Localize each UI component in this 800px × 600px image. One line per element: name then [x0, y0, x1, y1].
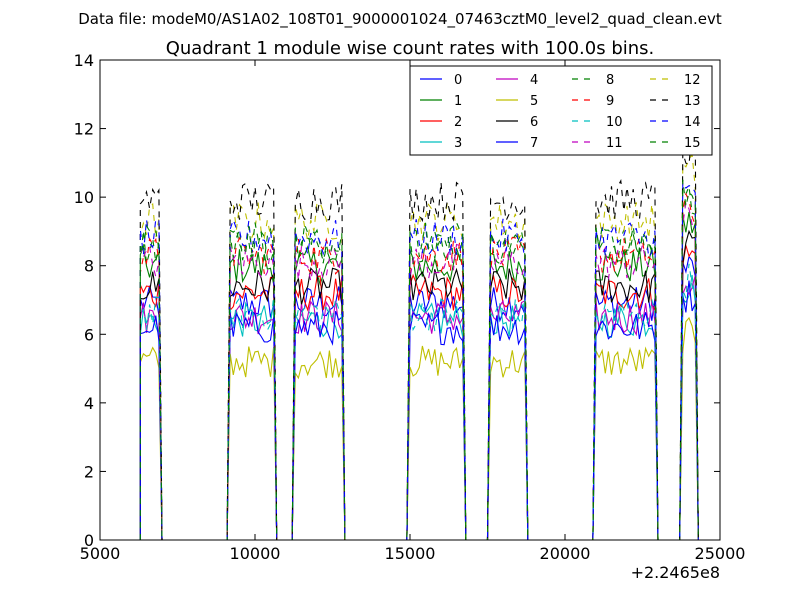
y-tick-label: 6 [84, 325, 94, 344]
series-line-7 [139, 280, 699, 541]
y-tick-label: 12 [74, 120, 94, 139]
series-line-9 [139, 192, 699, 541]
legend-label-5: 5 [530, 94, 538, 109]
legend-box [409, 65, 713, 156]
chart-title: Quadrant 1 module wise count rates with … [166, 38, 655, 59]
series-line-6 [139, 229, 699, 541]
series-line-15 [139, 179, 699, 541]
legend-label-14: 14 [684, 115, 701, 130]
legend-label-6: 6 [530, 115, 538, 130]
series-line-12 [139, 152, 699, 541]
y-tick-label: 0 [84, 531, 94, 550]
series-line-2 [139, 245, 699, 541]
legend-label-11: 11 [606, 136, 623, 151]
legend-label-3: 3 [454, 136, 462, 151]
legend-label-2: 2 [454, 115, 462, 130]
data-file-label: Data file: modeM0/AS1A02_108T01_90000010… [78, 10, 722, 29]
series-line-10 [139, 263, 699, 541]
y-tick-label: 4 [84, 394, 94, 413]
y-tick-label: 14 [74, 51, 94, 70]
x-tick-label: 5000 [80, 544, 121, 563]
series-line-14 [139, 181, 699, 541]
legend-label-12: 12 [684, 73, 701, 88]
x-tick-label: 10000 [230, 544, 281, 563]
x-tick-label: 20000 [540, 544, 591, 563]
series-line-11 [139, 200, 699, 541]
series-line-13 [139, 129, 699, 541]
legend-label-0: 0 [454, 73, 462, 88]
y-tick-label: 10 [74, 188, 94, 207]
y-tick-label: 2 [84, 462, 94, 481]
legend-label-15: 15 [684, 136, 701, 151]
x-offset-label: +2.2465e8 [631, 563, 720, 582]
series-line-8 [139, 186, 699, 541]
series-line-1 [139, 211, 699, 541]
series-line-5 [139, 316, 699, 541]
x-tick-label: 25000 [695, 544, 746, 563]
legend-label-4: 4 [530, 73, 538, 88]
legend-label-1: 1 [454, 94, 462, 109]
legend-label-13: 13 [684, 94, 701, 109]
x-tick-label: 15000 [385, 544, 436, 563]
legend-label-7: 7 [530, 136, 538, 151]
y-tick-label: 8 [84, 257, 94, 276]
series-line-0 [139, 255, 699, 541]
legend-label-8: 8 [606, 73, 614, 88]
plot-area [139, 129, 699, 541]
legend-label-9: 9 [606, 94, 614, 109]
legend-label-10: 10 [606, 115, 623, 130]
